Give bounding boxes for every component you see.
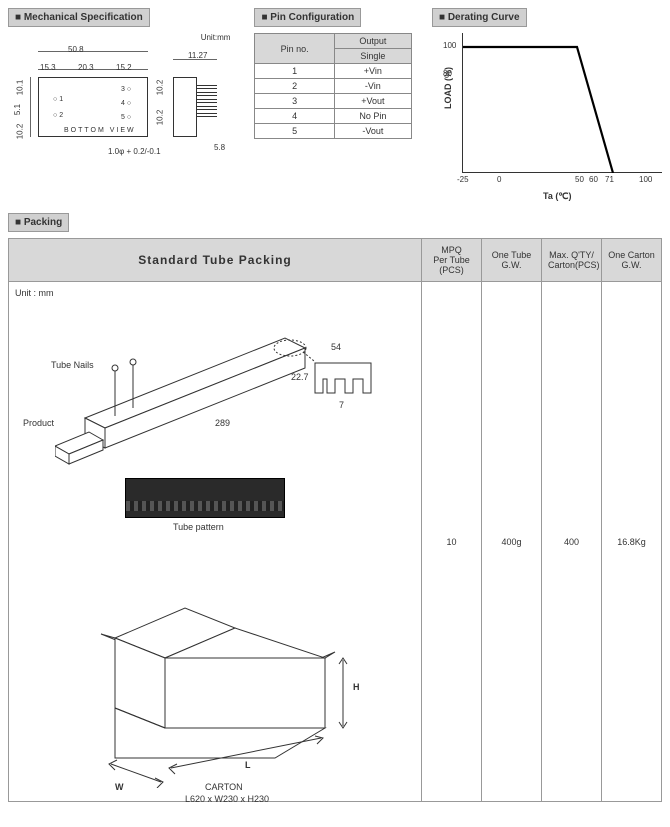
chart-xlabel: Ta (℃)	[543, 191, 571, 202]
packing-value: 400	[542, 282, 602, 802]
xtick: 50	[575, 175, 584, 184]
pin-col2: Output	[334, 34, 411, 49]
packing-col: Max. Q'TY/ Carton(PCS)	[542, 239, 602, 282]
cross-pad: 7	[339, 400, 344, 410]
derating-header: Derating Curve	[432, 8, 527, 27]
carton-l: L	[245, 760, 251, 770]
packing-value: 10	[422, 282, 482, 802]
carton-label: CARTON	[205, 782, 243, 792]
dim-pin-pitch: 5.8	[214, 143, 225, 152]
packing-col: MPQ Per Tube (PCS)	[422, 239, 482, 282]
cross-w: 54	[331, 342, 341, 352]
tube-pattern-image	[125, 478, 285, 518]
table-row: 1+Vin	[255, 64, 412, 79]
pin-config-header: Pin Configuration	[254, 8, 361, 27]
mech-drawing: Unit:mm 50.8 15.3 20.3 15.2 ○ 1 ○ 2 3 ○ …	[8, 33, 234, 193]
packing-value: 16.8Kg	[602, 282, 662, 802]
dim-side-h1: 10.2	[155, 80, 164, 96]
pin-col2sub: Single	[334, 49, 411, 64]
packing-drawing: Unit : mm	[15, 288, 415, 795]
tube-nails-label: Tube Nails	[51, 360, 94, 370]
packing-col: One Tube G.W.	[482, 239, 542, 282]
unit-label: Unit : mm	[15, 288, 54, 298]
product-label: Product	[23, 418, 54, 428]
pin-col1: Pin no.	[255, 34, 334, 64]
table-row: 2-Vin	[255, 79, 412, 94]
xtick: 60	[589, 175, 598, 184]
unit-label: Unit:mm	[201, 33, 231, 42]
xtick: -25	[457, 175, 469, 184]
mech-spec-header: Mechanical Specification	[8, 8, 150, 27]
dim-w1: 15.3	[40, 63, 56, 72]
tube-len-label: 289	[215, 418, 230, 428]
dim-h3: 10.2	[15, 124, 24, 140]
table-row: 3+Vout	[255, 94, 412, 109]
ytick: 80	[443, 69, 452, 78]
dim-h1: 10.1	[15, 80, 24, 96]
carton-dims: L620 x W230 x H230	[185, 794, 269, 804]
pin-table: Pin no. Output Single 1+Vin 2-Vin 3+Vout…	[254, 33, 412, 139]
bottom-view-label: BOTTOM VIEW	[64, 127, 136, 134]
dim-h2: 5.1	[13, 104, 22, 115]
dim-w3: 15.2	[116, 63, 132, 72]
tube-pattern-label: Tube pattern	[173, 522, 224, 532]
xtick: 71	[605, 175, 614, 184]
dim-side-h2: 10.2	[155, 110, 164, 126]
carton-h: H	[353, 682, 360, 692]
packing-value: 400g	[482, 282, 542, 802]
xtick: 100	[639, 175, 652, 184]
packing-main-col: Standard Tube Packing	[9, 239, 422, 282]
xtick: 0	[497, 175, 501, 184]
tube-drawing-icon	[55, 308, 315, 468]
packing-header: Packing	[8, 213, 69, 232]
carton-w: W	[115, 782, 124, 792]
dim-total-w: 50.8	[68, 45, 84, 54]
phi-label: 1.0φ + 0.2/-0.1	[108, 147, 161, 156]
carton-drawing-icon	[75, 568, 375, 788]
table-row: 5-Vout	[255, 124, 412, 139]
packing-table: Standard Tube Packing MPQ Per Tube (PCS)…	[8, 238, 662, 802]
dim-w2: 20.3	[78, 63, 94, 72]
ytick: 100	[443, 41, 456, 50]
packing-col: One Carton G.W.	[602, 239, 662, 282]
cross-h: 22.7	[291, 372, 309, 382]
derating-chart: LOAD (%) Ta (℃) 100 80 -25 0 50 60 71 10…	[462, 33, 662, 173]
table-row: 4No Pin	[255, 109, 412, 124]
